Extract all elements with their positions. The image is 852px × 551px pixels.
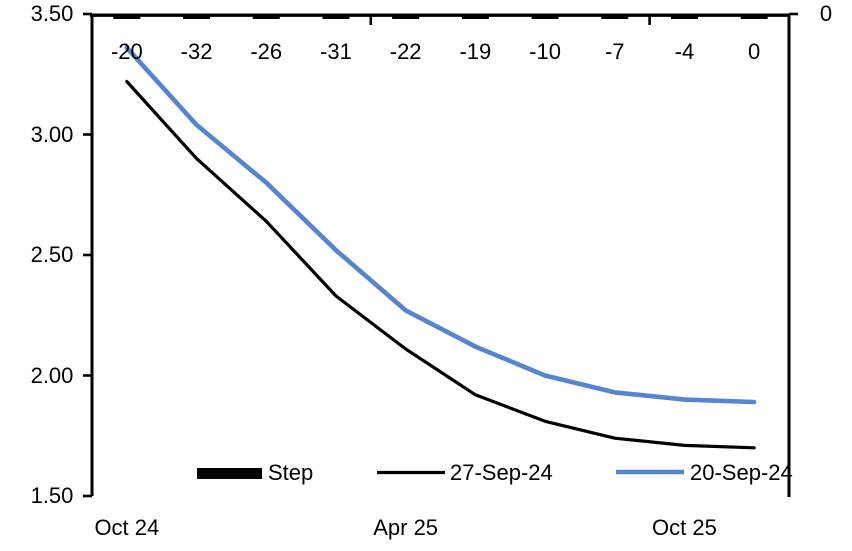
bar-data-label: 0 (748, 39, 761, 64)
left-axis-tick-label: 2.50 (30, 242, 74, 267)
bar-data-label: -31 (320, 39, 352, 64)
bar-data-label: -26 (250, 39, 283, 64)
x-axis-label: Apr 25 (373, 515, 439, 540)
bar-data-label: -32 (180, 39, 213, 64)
bar-data-label: -10 (529, 39, 561, 64)
left-axis-tick-label: 3.00 (30, 121, 74, 147)
legend-swatch-step (197, 468, 262, 479)
line-20-sep-24 (124, 45, 757, 405)
bar-data-label: -7 (604, 39, 625, 64)
left-axis-tick-label: 1.50 (30, 483, 74, 508)
legend-label-20-sep-24: 20-Sep-24 (690, 460, 793, 485)
x-axis-label: Oct 24 (94, 515, 160, 540)
line-27-sep-24 (125, 79, 756, 450)
legend-label-27-sep-24: 27-Sep-24 (450, 460, 553, 485)
bar-data-label: -22 (389, 39, 422, 64)
left-axis-tick-label: 2.00 (30, 362, 74, 388)
bar-data-label: -4 (674, 39, 695, 64)
bar-data-label: -20 (110, 39, 143, 64)
legend-label-step: Step (268, 460, 314, 485)
bar-data-label: -19 (459, 39, 492, 64)
x-axis-label: Oct 25 (652, 515, 717, 540)
left-axis-tick-label: 3.50 (30, 1, 74, 26)
right-axis-tick-label: 0 (819, 1, 833, 26)
